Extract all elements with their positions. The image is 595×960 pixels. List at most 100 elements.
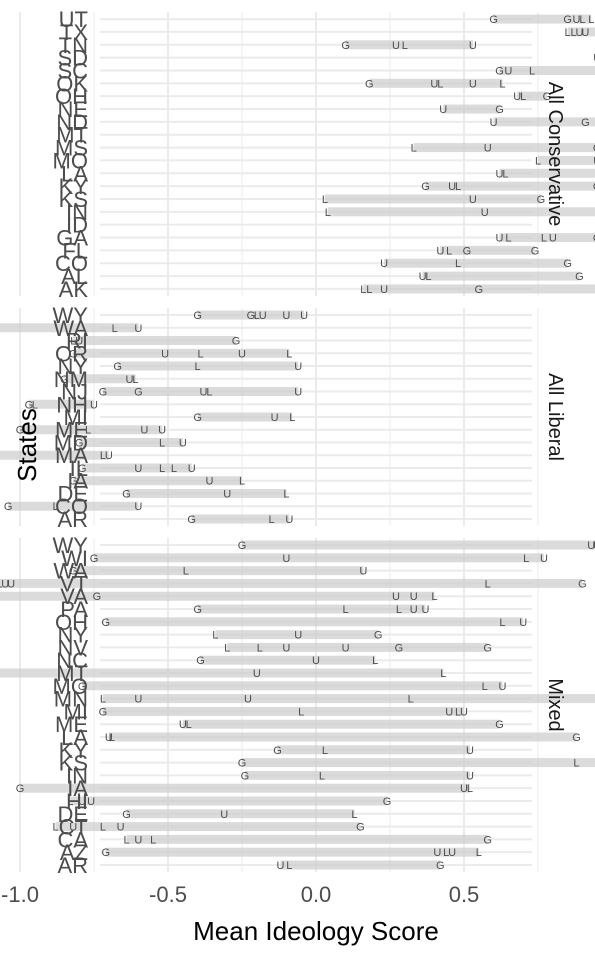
point-label: U (158, 425, 166, 437)
point-label: U (519, 617, 527, 629)
point-label: L (195, 361, 201, 373)
point-label: G (187, 514, 196, 526)
y-axis-title: States (12, 408, 42, 482)
point-label: G (531, 245, 540, 257)
range-bar (500, 66, 595, 75)
point-label: U (410, 591, 418, 603)
point-label: U (581, 27, 589, 39)
point-label: L (109, 732, 115, 744)
point-label: G (383, 796, 392, 808)
point-label: G (575, 271, 584, 283)
point-label: L (499, 617, 505, 629)
point-label: G (436, 860, 445, 872)
point-label: U (466, 745, 474, 757)
point-label: L (269, 514, 275, 526)
point-label: U (469, 78, 477, 90)
point-label: L (573, 758, 579, 770)
point-label: U (433, 847, 441, 859)
point-label: U (439, 104, 447, 116)
point-label: U (448, 847, 456, 859)
range-bar (106, 617, 523, 626)
facet-strip-label: All Liberal (544, 373, 566, 461)
panels: GGULLUTLLUUGTXGULUTNULGSDGULGSCGULULOKUL… (0, 7, 595, 878)
point-label: U (134, 323, 142, 335)
point-label: L (325, 207, 331, 219)
point-label: U (90, 399, 98, 411)
range-bar (103, 694, 595, 703)
point-label: G (193, 412, 202, 424)
point-label: G (134, 387, 143, 399)
point-label: G (537, 194, 546, 206)
point-label: L (440, 668, 446, 680)
point-label: G (578, 578, 587, 590)
point-label: G (495, 719, 504, 731)
point-label: L (132, 374, 138, 386)
point-label: U (259, 310, 267, 322)
point-label: G (463, 245, 472, 257)
range-bar (94, 553, 544, 562)
point-label: L (239, 476, 245, 488)
point-label: U (294, 630, 302, 642)
point-label: U (140, 425, 148, 437)
point-label: U (87, 796, 95, 808)
point-label: U (285, 514, 293, 526)
point-label: L (100, 694, 106, 706)
point-label: L (446, 245, 452, 257)
point-label: U (490, 117, 498, 129)
point-label: U (188, 463, 196, 475)
point-label: U (271, 412, 279, 424)
point-label: G (395, 642, 404, 654)
range-bar (280, 860, 440, 869)
point-label: L (286, 860, 292, 872)
point-label: G (238, 540, 247, 552)
point-label: L (467, 783, 473, 795)
point-label: G (113, 361, 122, 373)
point-label: G (495, 65, 504, 77)
range-bar (73, 336, 236, 345)
point-label: G (495, 104, 504, 116)
point-label: G (341, 40, 350, 52)
point-label: L (159, 437, 165, 449)
point-label: L (322, 745, 328, 757)
point-label: U (549, 233, 557, 245)
point-label: U (484, 143, 492, 155)
point-label: L (402, 40, 408, 52)
point-label: U (422, 604, 430, 616)
range-bar (118, 362, 299, 371)
point-label: G (193, 310, 202, 322)
point-label: U (223, 488, 231, 500)
point-label: U (238, 348, 246, 360)
point-label: U (504, 65, 512, 77)
range-bar (183, 720, 500, 729)
point-label: U (469, 194, 477, 206)
range-bar (242, 758, 595, 767)
point-label: G (0, 591, 1, 603)
point-label: U (244, 694, 252, 706)
state-label: AR (57, 853, 88, 878)
point-label: G (365, 78, 374, 90)
point-label: U (220, 809, 228, 821)
point-label: U (253, 668, 261, 680)
point-label: U (134, 694, 142, 706)
point-label: L (366, 284, 372, 296)
point-label: L (431, 591, 437, 603)
range-bar (73, 566, 363, 575)
point-label: L (535, 155, 541, 167)
range-bar (423, 272, 580, 281)
range-bar (325, 194, 541, 203)
point-label: L (455, 181, 461, 193)
x-tick-label: 0.0 (301, 882, 332, 907)
point-label: G (238, 758, 247, 770)
state-label: AR (57, 507, 88, 532)
point-label: L (319, 770, 325, 782)
point-label: G (475, 284, 484, 296)
point-label: L (588, 14, 594, 26)
point-label: U (294, 361, 302, 373)
point-label: U (282, 310, 290, 322)
facet-strip-label: Mixed (544, 678, 566, 731)
point-label: G (102, 617, 111, 629)
point-label: L (298, 706, 304, 718)
point-label: U (134, 501, 142, 513)
point-label: L (437, 78, 443, 90)
